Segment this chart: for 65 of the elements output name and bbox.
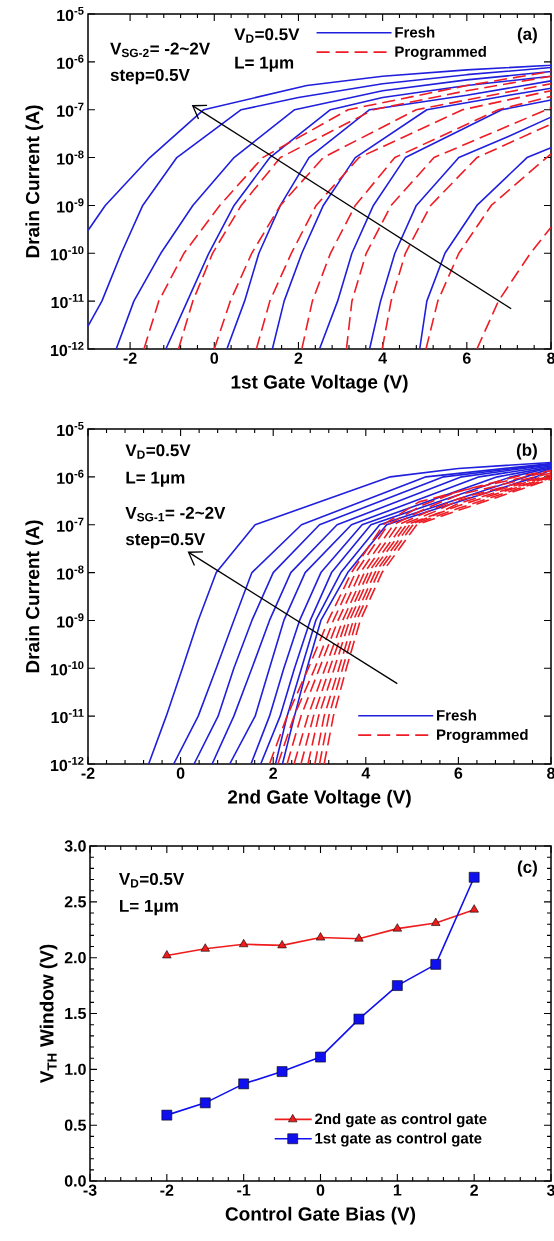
y-tick-label: 10$^{-5}$ [57,421,84,437]
x-tick-label: 3 [546,1184,554,1196]
y-tick-label: 10$^{-12}$ [50,341,84,357]
x-tick-label: -2 [123,352,137,364]
y-tick-label: 10$^{-12}$ [50,756,84,772]
y-tick-label: 10$^{-8}$ [57,565,84,580]
legend-label: 1st gate as control gate [315,1132,482,1147]
y-tick-label: 10$^{-11}$ [51,709,84,724]
x-tick-label: 0 [316,1184,325,1196]
y-tick-label: 10$^{-10}$ [50,661,84,676]
y-tick-label: 10$^{-6}$ [57,54,84,69]
y-tick-label: 10$^{-9}$ [57,613,84,628]
x-tick-label: 4 [378,352,388,364]
annotation: V$_{SG-1}$= -2~2V [125,506,226,522]
y-tick-label: 10$^{-9}$ [57,198,84,213]
y-tick-label: 1.5 [65,1007,87,1020]
annotation: L= 1μm [235,56,294,72]
x-tick-label: 4 [361,767,371,779]
legend-label: 2nd gate as control gate [315,1113,487,1128]
x-axis-title: Control Gate Bias (V) [225,1206,416,1225]
y-axis-title: V$_{TH}$ Window (V) [39,944,58,1084]
x-tick-label: 0 [176,767,185,779]
y-tick-label: 2.0 [64,952,86,964]
annotation: L= 1μm [126,471,185,487]
y-tick-label: 0.5 [64,1119,87,1131]
annotation: V$_{SG-2}$= -2~2V [110,42,211,58]
y-tick-label: 10$^{-11}$ [51,294,84,309]
annotation: V$_{D}$=0.5V [125,444,191,459]
annotation: V$_{D}$=0.5V [118,872,185,888]
annotation: (c) [517,860,537,877]
x-tick-label: 2 [269,767,277,779]
y-axis-title: Drain Current (A) [25,105,44,258]
x-tick-label: 8 [547,767,554,779]
y-tick-label: 10$^{-10}$ [50,246,84,261]
x-tick-label: 6 [462,352,471,364]
x-axis-title: 2nd Gate Voltage (V) [227,789,411,808]
x-tick-label: 8 [547,352,554,364]
annotation: L= 1μm [120,900,178,916]
annotation: step=0.5V [110,68,190,85]
x-tick-label: 1 [393,1184,402,1196]
y-tick-label: 2.5 [64,896,87,908]
annotation: (b) [516,443,537,460]
y-tick-label: 10$^{-8}$ [57,150,84,165]
y-tick-label: 10$^{-6}$ [57,469,84,484]
y-tick-label: 10$^{-7}$ [57,517,84,532]
y-axis-title: Drain Current (A) [25,520,44,673]
annotation: (a) [517,27,537,44]
y-tick-label: 10$^{-5}$ [57,6,84,22]
y-tick-label: 10$^{-7}$ [57,102,84,117]
y-tick-label: 1.0 [65,1063,86,1076]
x-tick-label: 2 [470,1184,478,1196]
x-tick-label: -1 [237,1184,251,1196]
x-tick-label: 2 [294,352,303,364]
annotation: step=0.5V [125,533,206,549]
y-tick-label: 3.0 [64,840,86,852]
legend-label: Programmed [437,728,528,743]
x-axis-title: 1st Gate Voltage (V) [231,374,408,393]
x-tick-label: 6 [454,767,463,779]
legend-label: Fresh [395,26,435,38]
legend-label: Fresh [437,709,476,721]
x-tick-label: 0 [210,352,219,364]
x-tick-label: -2 [81,767,95,779]
x-tick-label: -2 [160,1184,174,1196]
annotation: V$_{D}$=0.5V [234,28,300,43]
legend-label: Programmed [395,45,486,60]
